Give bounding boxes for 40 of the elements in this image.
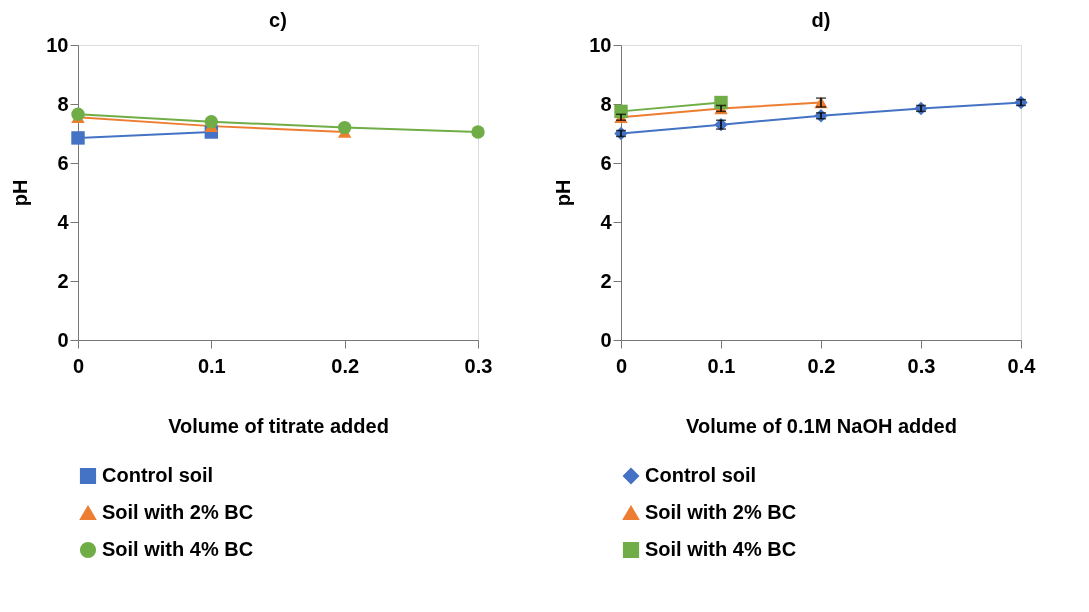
x-tick-label: 0.2 xyxy=(807,354,836,377)
y-tick-label: 4 xyxy=(57,210,70,233)
x-tick-label: 0.4 xyxy=(1007,354,1037,377)
y-tick-label: 0 xyxy=(600,328,612,351)
legend-label: Soil with 2% BC xyxy=(645,501,797,523)
point xyxy=(337,120,352,135)
legend-label: Soil with 4% BC xyxy=(102,538,254,560)
point xyxy=(471,125,485,139)
x-axis-title: Volume of titrate added xyxy=(168,414,389,437)
y-tick-label: 4 xyxy=(600,210,613,233)
legend-label: Soil with 4% BC xyxy=(645,538,797,560)
y-axis-title: pH xyxy=(9,179,32,207)
x-tick-label: 0.2 xyxy=(331,354,360,377)
legend-label: Control soil xyxy=(102,464,214,486)
x-tick-label: 0.3 xyxy=(907,354,936,377)
y-axis-title: pH xyxy=(552,179,575,207)
y-tick-label: 2 xyxy=(600,269,612,292)
chart-title: d) xyxy=(811,9,831,31)
point xyxy=(614,104,628,119)
y-tick-label: 0 xyxy=(57,328,69,351)
point xyxy=(71,131,85,145)
x-tick-label: 0.1 xyxy=(197,354,226,377)
point xyxy=(71,107,85,122)
y-tick-label: 6 xyxy=(57,151,69,174)
y-tick-label: 8 xyxy=(600,92,612,115)
x-tick-label: 0.1 xyxy=(707,354,736,377)
x-axis-title: Volume of 0.1M NaOH added xyxy=(686,414,957,437)
x-tick-label: 0.3 xyxy=(464,354,493,377)
point xyxy=(714,95,728,110)
legend-label: Soil with 2% BC xyxy=(102,501,254,523)
y-tick-label: 2 xyxy=(57,269,69,292)
legend-label: Control soil xyxy=(645,464,757,486)
y-tick-label: 6 xyxy=(600,151,612,174)
y-tick-label: 8 xyxy=(57,92,69,115)
chart-title: c) xyxy=(269,9,287,31)
x-tick-label: 0 xyxy=(72,354,85,377)
point xyxy=(204,115,219,129)
x-tick-label: 0 xyxy=(615,354,628,377)
y-tick-label: 10 xyxy=(589,33,612,56)
y-tick-label: 10 xyxy=(46,33,69,56)
